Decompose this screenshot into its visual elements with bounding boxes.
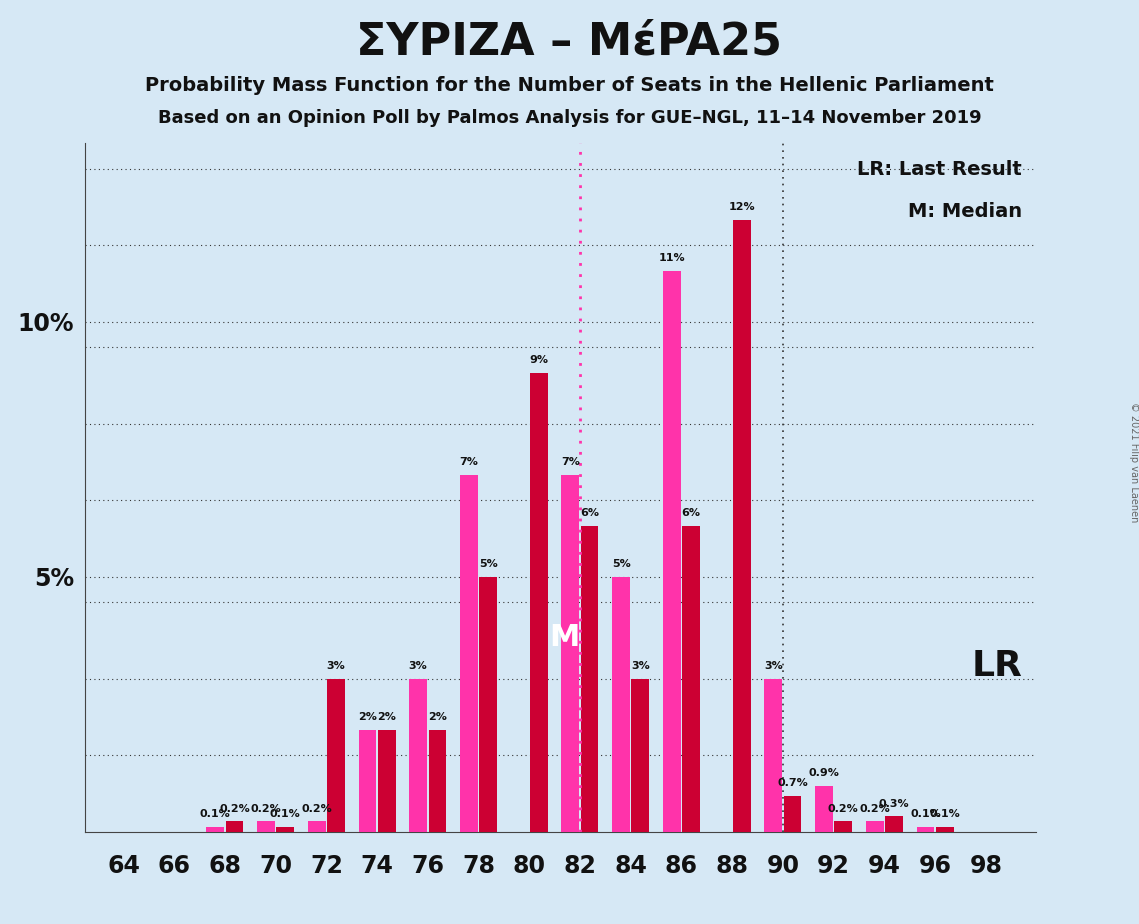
Text: 7%: 7%	[560, 457, 580, 467]
Text: M: M	[550, 624, 580, 652]
Text: 2%: 2%	[377, 712, 396, 722]
Text: 2%: 2%	[428, 712, 446, 722]
Text: 0.2%: 0.2%	[859, 804, 890, 814]
Bar	[226, 821, 244, 832]
Text: 9%: 9%	[530, 355, 548, 365]
Text: 0.1%: 0.1%	[910, 808, 941, 819]
Text: 3%: 3%	[631, 661, 649, 671]
Bar	[206, 826, 224, 832]
Text: 7%: 7%	[459, 457, 478, 467]
Bar	[835, 821, 852, 832]
Text: M: Median: M: Median	[908, 201, 1022, 221]
Bar	[682, 526, 700, 832]
Bar	[612, 577, 630, 832]
Bar	[663, 271, 681, 832]
Bar	[581, 526, 598, 832]
Bar	[460, 475, 477, 832]
Bar	[308, 821, 326, 832]
Bar	[866, 821, 884, 832]
Text: 0.2%: 0.2%	[302, 804, 333, 814]
Text: 0.3%: 0.3%	[878, 798, 909, 808]
Text: 0.2%: 0.2%	[251, 804, 281, 814]
Bar	[917, 826, 934, 832]
Bar	[428, 730, 446, 832]
Bar	[277, 826, 294, 832]
Text: 3%: 3%	[327, 661, 345, 671]
Bar	[562, 475, 580, 832]
Bar	[480, 577, 497, 832]
Text: LR: Last Result: LR: Last Result	[858, 161, 1022, 179]
Text: 0.2%: 0.2%	[219, 804, 249, 814]
Bar	[936, 826, 953, 832]
Bar	[885, 816, 903, 832]
Text: 3%: 3%	[409, 661, 427, 671]
Text: 0.1%: 0.1%	[929, 808, 960, 819]
Text: 0.1%: 0.1%	[200, 808, 231, 819]
Text: 12%: 12%	[729, 202, 755, 213]
Text: 0.7%: 0.7%	[777, 778, 808, 788]
Text: © 2021 Filip van Laenen: © 2021 Filip van Laenen	[1130, 402, 1139, 522]
Text: 0.9%: 0.9%	[809, 768, 839, 778]
Text: 6%: 6%	[681, 508, 700, 518]
Bar	[732, 220, 751, 832]
Bar	[409, 678, 427, 832]
Text: 11%: 11%	[658, 253, 685, 263]
Bar	[378, 730, 395, 832]
Bar	[631, 678, 649, 832]
Bar	[816, 785, 833, 832]
Bar	[764, 678, 782, 832]
Bar	[257, 821, 274, 832]
Text: 3%: 3%	[764, 661, 782, 671]
Text: 5%: 5%	[612, 559, 631, 569]
Text: 6%: 6%	[580, 508, 599, 518]
Bar	[359, 730, 376, 832]
Text: 2%: 2%	[358, 712, 377, 722]
Bar	[327, 678, 345, 832]
Text: LR: LR	[972, 650, 1022, 683]
Text: Based on an Opinion Poll by Palmos Analysis for GUE–NGL, 11–14 November 2019: Based on an Opinion Poll by Palmos Analy…	[157, 109, 982, 127]
Text: 0.1%: 0.1%	[270, 808, 301, 819]
Text: ΣΥΡΙΖΑ – ΜέPA25: ΣΥΡΙΖΑ – ΜέPA25	[357, 20, 782, 64]
Text: Probability Mass Function for the Number of Seats in the Hellenic Parliament: Probability Mass Function for the Number…	[145, 76, 994, 95]
Bar	[530, 372, 548, 832]
Bar	[784, 796, 802, 832]
Text: 0.2%: 0.2%	[828, 804, 859, 814]
Text: 5%: 5%	[478, 559, 498, 569]
